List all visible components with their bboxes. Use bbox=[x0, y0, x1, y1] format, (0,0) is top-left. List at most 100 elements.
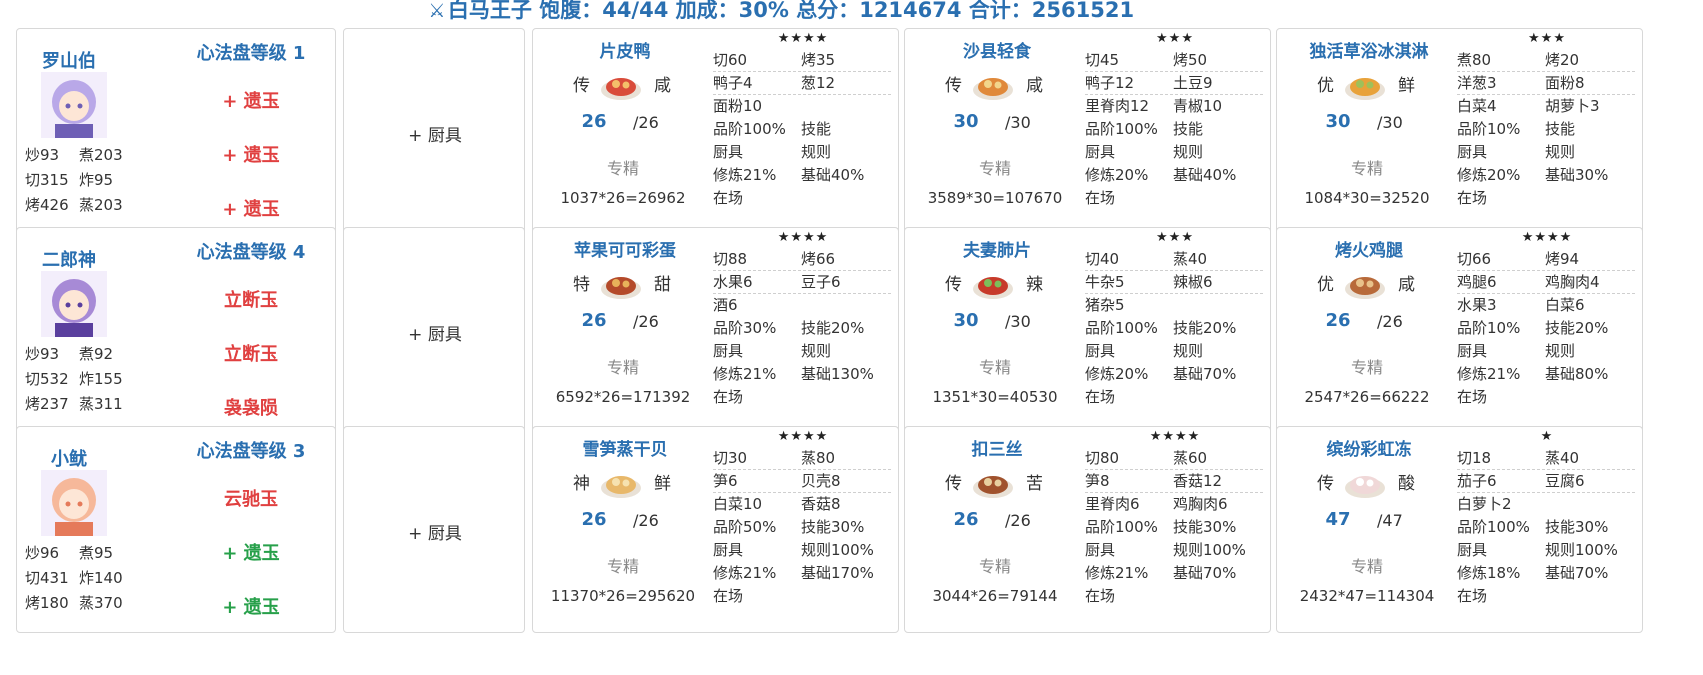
recipe-score-formula: 1037*26=26962 bbox=[560, 189, 686, 207]
detail-value: 香菇8 bbox=[801, 495, 841, 513]
recipe-rarity: 传 bbox=[945, 275, 962, 295]
recipe-quantity[interactable]: 26 bbox=[581, 111, 607, 132]
detail-value: 里脊肉12 bbox=[1085, 97, 1150, 115]
add-equipment-button[interactable]: + 厨具 bbox=[408, 325, 462, 345]
detail-value: 切18 bbox=[1457, 449, 1492, 467]
chef-avatar[interactable] bbox=[41, 271, 107, 337]
recipe-details: 切60 烤35 鸭子4 葱12 面粉10 品阶100% 技能 厨具 规则 修炼21% 基础40% 在场 bbox=[713, 49, 891, 210]
equipment-card[interactable]: + 厨具 bbox=[343, 426, 525, 633]
recipe-name[interactable]: 烤火鸡腿 bbox=[1335, 241, 1403, 261]
add-equipment-button[interactable]: + 厨具 bbox=[408, 524, 462, 544]
equipment-card[interactable]: + 厨具 bbox=[343, 28, 525, 235]
recipe-details: 切66 烤94 鸡腿6 鸡胸肉4 水果3 白菜6 品阶10% 技能20% 厨具 规则 修炼21% 基础… bbox=[1457, 248, 1635, 409]
chef-card[interactable]: 二郎神 炒93 煮92 切532 炸155 烤237 蒸311 心法盘等级 4 立断玉 立断玉… bbox=[16, 227, 336, 434]
heart-disk-level[interactable]: 心法盘等级 4 bbox=[196, 242, 306, 263]
recipe-card[interactable]: 扣三丝 传 苦 26 /26 专精 3044*26=79144 ★★★★ 切80… bbox=[904, 426, 1271, 633]
detail-value: 茄子6 bbox=[1457, 472, 1497, 490]
chef-stat-line: 炒93 煮203 bbox=[25, 143, 175, 168]
detail-value: 技能20% bbox=[1545, 319, 1609, 337]
jade-slot[interactable]: 立断玉 bbox=[224, 290, 278, 311]
chef-avatar[interactable] bbox=[41, 72, 107, 138]
jade-slot[interactable]: 袅袅陨 bbox=[224, 398, 278, 419]
jade-slot[interactable]: + 遗玉 bbox=[222, 145, 280, 166]
chef-card[interactable]: 小鱿 炒96 煮95 切431 炸140 烤180 蒸370 心法盘等级 3 云驰玉 + 遗玉… bbox=[16, 426, 336, 633]
detail-line: 修炼18% 基础70% bbox=[1457, 562, 1635, 585]
detail-line: 修炼21% 基础170% bbox=[713, 562, 891, 585]
detail-value: 修炼21% bbox=[713, 564, 777, 582]
add-equipment-button[interactable]: + 厨具 bbox=[408, 126, 462, 146]
detail-value: 烤35 bbox=[801, 51, 836, 69]
heart-disk-level[interactable]: 心法盘等级 3 bbox=[196, 441, 306, 462]
recipe-score-formula: 2432*47=114304 bbox=[1299, 587, 1435, 605]
recipe-quantity[interactable]: 30 bbox=[953, 111, 979, 132]
chef-stats: 炒93 煮92 切532 炸155 烤237 蒸311 bbox=[25, 342, 175, 417]
recipe-quantity[interactable]: 26 bbox=[581, 310, 607, 331]
recipe-quantity-max: /30 bbox=[1005, 312, 1031, 331]
recipe-flavor: 辣 bbox=[1026, 275, 1043, 295]
recipe-name[interactable]: 扣三丝 bbox=[971, 440, 1023, 460]
detail-line: 品阶50% 技能30% bbox=[713, 516, 891, 539]
chef-name[interactable]: 二郎神 bbox=[42, 250, 96, 271]
detail-line: 厨具 规则 bbox=[713, 340, 891, 363]
recipe-card[interactable]: 沙县轻食 传 咸 30 /30 专精 3589*30=107670 ★★★ 切4… bbox=[904, 28, 1271, 235]
recipe-quantity[interactable]: 26 bbox=[1325, 310, 1351, 331]
recipe-card[interactable]: 片皮鸭 传 咸 26 /26 专精 1037*26=26962 ★★★★ 切60… bbox=[532, 28, 899, 235]
recipe-quantity[interactable]: 26 bbox=[953, 509, 979, 530]
recipe-quantity[interactable]: 47 bbox=[1325, 509, 1351, 530]
detail-line: 面粉10 bbox=[713, 95, 891, 118]
recipe-card[interactable]: 夫妻肺片 传 辣 30 /30 专精 1351*30=40530 ★★★ 切40… bbox=[904, 227, 1271, 434]
chef-name[interactable]: 罗山伯 bbox=[42, 51, 96, 72]
detail-value: 修炼21% bbox=[713, 166, 777, 184]
recipe-name[interactable]: 缤纷彩虹冻 bbox=[1326, 440, 1412, 460]
chef-row: 罗山伯 炒93 煮203 切315 炸95 烤426 蒸203 心法盘等级 1 + 遗玉 + … bbox=[16, 28, 1646, 235]
detail-value: 修炼21% bbox=[1085, 564, 1149, 582]
detail-value: 基础70% bbox=[1173, 564, 1237, 582]
recipe-name[interactable]: 沙县轻食 bbox=[963, 42, 1031, 62]
detail-value: 规则100% bbox=[801, 541, 874, 559]
recipe-card[interactable]: 苹果可可彩蛋 特 甜 26 /26 专精 6592*26=171392 ★★★★… bbox=[532, 227, 899, 434]
chef-name[interactable]: 小鱿 bbox=[51, 449, 87, 470]
recipe-quantity-max: /26 bbox=[1377, 312, 1403, 331]
jade-slot[interactable]: + 遗玉 bbox=[222, 91, 280, 112]
detail-line: 切60 烤35 bbox=[713, 49, 891, 72]
jade-slot[interactable]: 立断玉 bbox=[224, 344, 278, 365]
detail-value: 厨具 bbox=[1085, 143, 1116, 161]
heart-disk-level[interactable]: 心法盘等级 1 bbox=[196, 43, 306, 64]
recipe-name[interactable]: 夫妻肺片 bbox=[963, 241, 1031, 261]
detail-value: 青椒10 bbox=[1173, 97, 1223, 115]
equipment-card[interactable]: + 厨具 bbox=[343, 227, 525, 434]
recipe-details: 切30 蒸80 笋6 贝壳8 白菜10 香菇8 品阶50% 技能30% 厨具 规则100% 修炼21… bbox=[713, 447, 891, 608]
detail-value: 规则100% bbox=[1545, 541, 1618, 559]
jade-slot[interactable]: + 遗玉 bbox=[222, 543, 280, 564]
jade-slot[interactable]: + 遗玉 bbox=[222, 597, 280, 618]
chef-stat-line: 切532 炸155 bbox=[25, 367, 175, 392]
detail-value: 品阶100% bbox=[1085, 120, 1158, 138]
chef-card[interactable]: 罗山伯 炒93 煮203 切315 炸95 烤426 蒸203 心法盘等级 1 + 遗玉 + … bbox=[16, 28, 336, 235]
chef-stat: 炒93 bbox=[25, 345, 60, 363]
detail-value: 切40 bbox=[1085, 250, 1120, 268]
recipe-name[interactable]: 雪笋蒸干贝 bbox=[582, 440, 668, 460]
recipe-name[interactable]: 独活草浴冰淇淋 bbox=[1309, 42, 1429, 62]
recipe-name[interactable]: 苹果可可彩蛋 bbox=[574, 241, 676, 261]
jade-slot[interactable]: + 遗玉 bbox=[222, 199, 280, 220]
detail-value: 基础40% bbox=[1173, 166, 1237, 184]
recipe-card[interactable]: 独活草浴冰淇淋 优 鲜 30 /30 专精 1084*30=32520 ★★★ … bbox=[1276, 28, 1643, 235]
detail-value: 鸡胸肉4 bbox=[1545, 273, 1600, 291]
recipe-card[interactable]: 烤火鸡腿 优 咸 26 /26 专精 2547*26=66222 ★★★★ 切6… bbox=[1276, 227, 1643, 434]
recipe-quantity[interactable]: 26 bbox=[581, 509, 607, 530]
recipe-card[interactable]: 雪笋蒸干贝 神 鲜 26 /26 专精 11370*26=295620 ★★★★… bbox=[532, 426, 899, 633]
detail-value: 豆子6 bbox=[801, 273, 841, 291]
detail-line: 牛杂5 辣椒6 bbox=[1085, 271, 1263, 294]
recipe-quantity[interactable]: 30 bbox=[1325, 111, 1351, 132]
recipe-card[interactable]: 缤纷彩虹冻 传 酸 47 /47 专精 2432*47=114304 ★ 切18… bbox=[1276, 426, 1643, 633]
recipe-star-rating: ★★★ bbox=[1528, 31, 1566, 46]
jade-slot[interactable]: 云驰玉 bbox=[224, 489, 278, 510]
detail-value: 修炼20% bbox=[1085, 166, 1149, 184]
recipe-flavor: 苦 bbox=[1026, 474, 1043, 494]
specialty-label: 专精 bbox=[1350, 557, 1383, 576]
chef-avatar[interactable] bbox=[41, 470, 107, 536]
recipe-quantity[interactable]: 30 bbox=[953, 310, 979, 331]
detail-value: 在场 bbox=[1457, 189, 1488, 207]
recipe-name[interactable]: 片皮鸭 bbox=[599, 42, 651, 62]
chef-stats: 炒96 煮95 切431 炸140 烤180 蒸370 bbox=[25, 541, 175, 616]
